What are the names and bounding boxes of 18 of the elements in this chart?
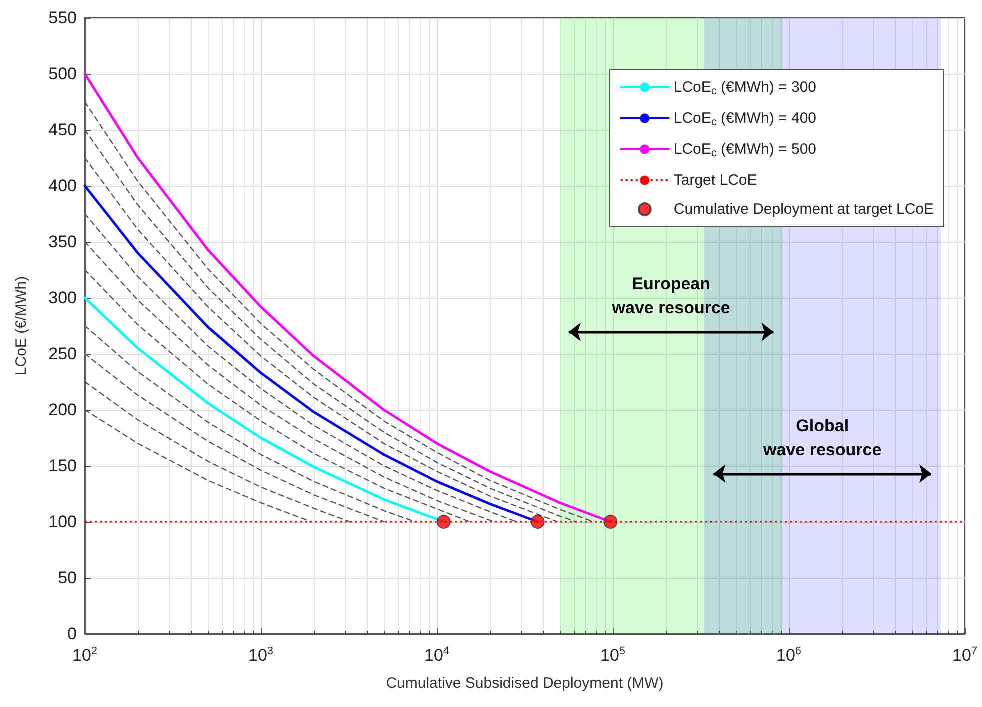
y-tick-label: 350 <box>48 232 77 252</box>
y-tick-label: 100 <box>48 512 77 532</box>
y-tick-label: 150 <box>48 456 77 476</box>
y-tick-label: 250 <box>48 344 77 364</box>
y-tick-label: 50 <box>58 568 77 588</box>
y-tick-label: 450 <box>48 120 77 140</box>
y-tick-label: 300 <box>48 288 77 308</box>
x-axis-title: Cumulative Subsidised Deployment (MW) <box>386 675 664 692</box>
legend-label: Target LCoE <box>674 172 758 189</box>
y-tick-label: 200 <box>48 400 77 420</box>
band-label: Global wave resource <box>762 416 882 460</box>
y-tick-label: 500 <box>48 64 77 84</box>
y-axis-title: LCoE (€/MWh) <box>13 276 30 376</box>
y-tick-label: 0 <box>68 624 77 644</box>
band-label: European wave resource <box>611 274 730 318</box>
legend-label: Cumulative Deployment at target LCoE <box>674 201 934 218</box>
y-tick-label: 400 <box>48 176 77 196</box>
y-tick-label: 550 <box>48 8 77 28</box>
